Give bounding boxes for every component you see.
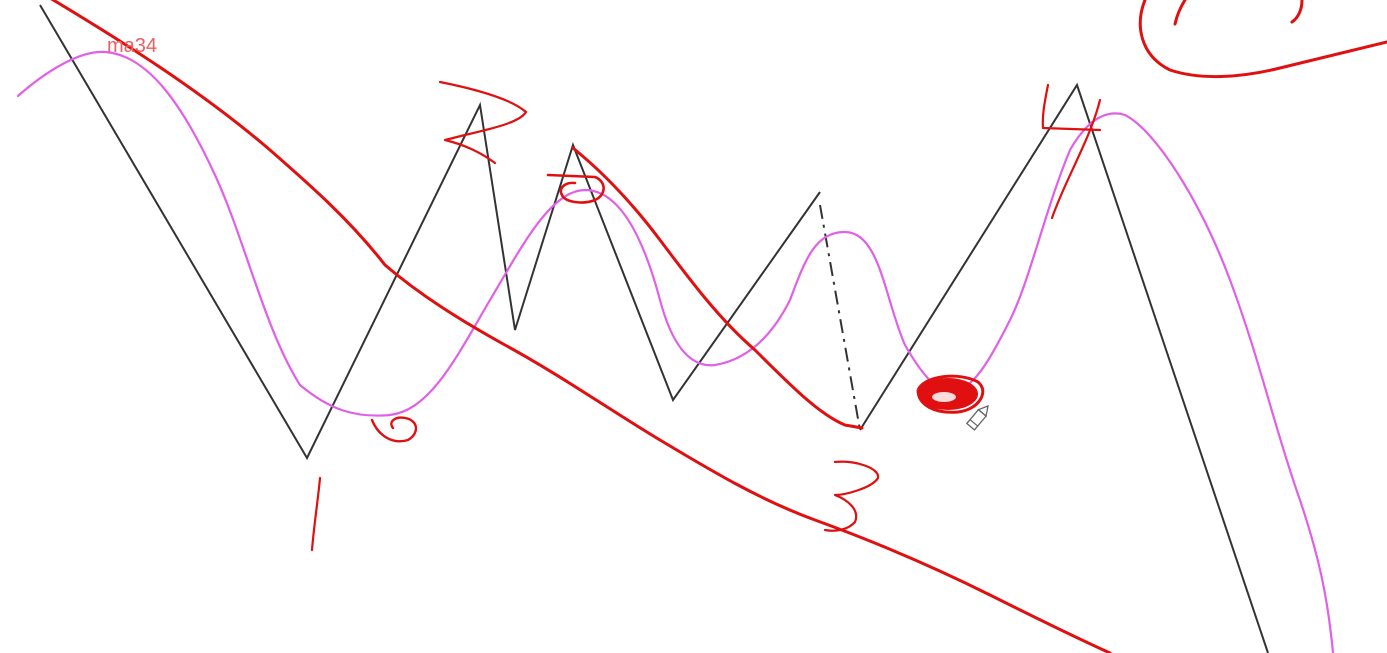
red-top-right-mark-2 <box>1290 0 1304 24</box>
wave-number-2 <box>438 80 528 165</box>
zigzag-price-line-right <box>859 82 1269 653</box>
dash-dot-connector <box>819 204 861 431</box>
red-loop-trough <box>370 416 418 443</box>
ma34-curve <box>16 50 1335 653</box>
pencil-cursor-icon <box>965 404 989 431</box>
red-circle-peak <box>546 173 605 204</box>
zigzag-price-line <box>39 4 821 461</box>
red-trend-line <box>50 0 1112 653</box>
red-top-right-mark-1 <box>1173 0 1187 26</box>
wave-number-3 <box>823 460 880 532</box>
wave-number-4 <box>1041 83 1102 220</box>
ma34-label: ma34 <box>107 35 157 57</box>
wave-number-1 <box>310 476 322 552</box>
red-top-right-curve <box>1138 0 1387 79</box>
red-scribble-filled <box>916 374 985 414</box>
red-descending-line <box>571 146 864 430</box>
